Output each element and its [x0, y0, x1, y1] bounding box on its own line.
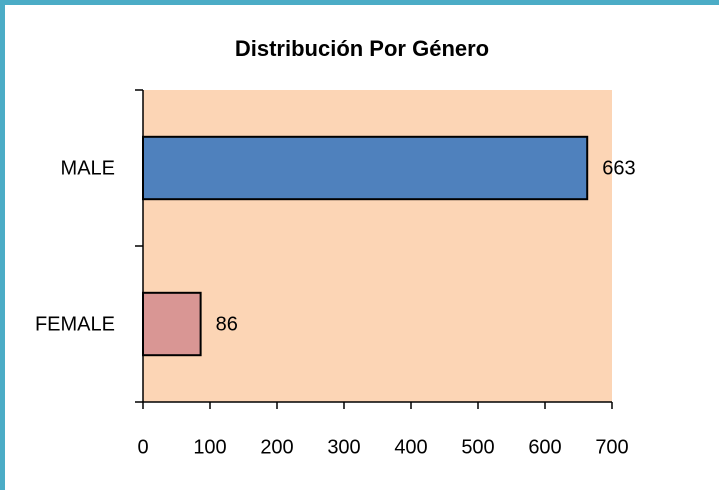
border-top [0, 0, 719, 5]
x-tick-label: 0 [137, 436, 148, 458]
bar [142, 291, 202, 357]
y-tick-label: MALE [61, 157, 115, 179]
x-tick-label: 100 [193, 436, 226, 458]
x-tick-label: 400 [394, 436, 427, 458]
border-left [0, 0, 5, 490]
x-tick-label: 200 [260, 436, 293, 458]
y-tick-label: FEMALE [35, 313, 115, 335]
x-tick-label: 700 [595, 436, 628, 458]
x-tick-label: 500 [461, 436, 494, 458]
bar [142, 135, 589, 201]
value-label: 663 [602, 157, 635, 179]
value-label: 86 [216, 313, 238, 335]
chart-title: Distribución Por Género [235, 36, 489, 61]
x-tick-label: 600 [528, 436, 561, 458]
x-tick-label: 300 [327, 436, 360, 458]
